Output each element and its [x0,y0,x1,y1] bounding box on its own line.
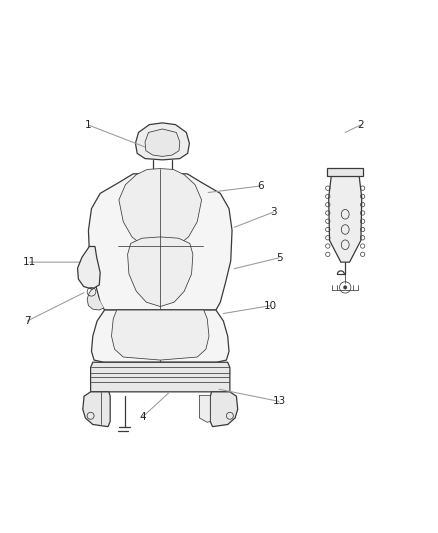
Polygon shape [78,246,100,289]
Circle shape [343,286,347,289]
Polygon shape [135,123,189,160]
Polygon shape [199,395,210,422]
Polygon shape [88,174,232,310]
Polygon shape [119,168,201,249]
Text: 10: 10 [264,301,277,311]
Polygon shape [127,237,193,306]
Polygon shape [145,129,180,156]
Polygon shape [112,310,209,360]
Polygon shape [210,392,238,426]
Polygon shape [83,392,110,426]
Text: 3: 3 [270,207,277,217]
Text: 4: 4 [140,411,146,422]
Text: 13: 13 [272,397,286,407]
Text: 2: 2 [357,120,364,130]
Polygon shape [87,288,104,310]
Text: 5: 5 [276,253,283,263]
Text: 11: 11 [23,257,36,267]
Polygon shape [328,176,362,262]
Text: 7: 7 [24,316,31,326]
Polygon shape [327,168,364,176]
Polygon shape [91,362,230,392]
Polygon shape [92,310,229,362]
Text: 6: 6 [257,181,264,191]
Text: 1: 1 [85,120,92,130]
